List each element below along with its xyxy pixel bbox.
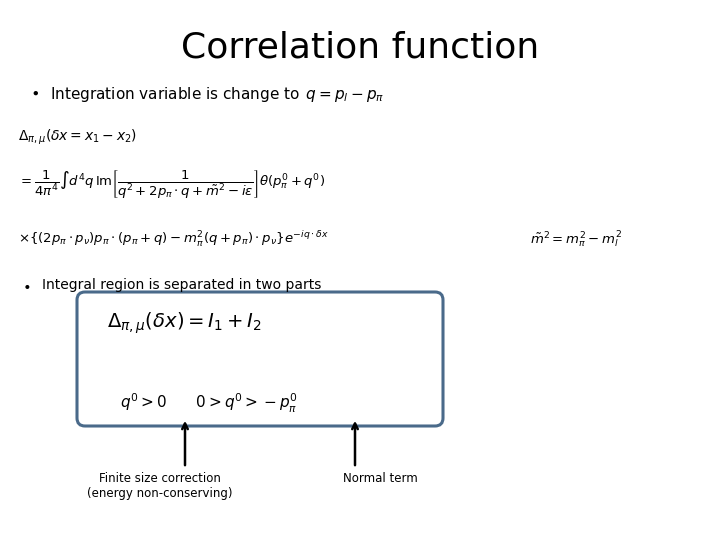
Text: Finite size correction
(energy non-conserving): Finite size correction (energy non-conse… <box>87 472 233 500</box>
Text: $\Delta_{\pi,\mu}(\delta x) = I_1 + I_2$: $\Delta_{\pi,\mu}(\delta x) = I_1 + I_2$ <box>107 310 261 335</box>
Text: $= \dfrac{1}{4\pi^4} \int d^4q \, \mathrm{Im} \left[ \dfrac{1}{q^2 + 2p_{\pi} \c: $= \dfrac{1}{4\pi^4} \int d^4q \, \mathr… <box>18 168 325 200</box>
Text: $\bullet$: $\bullet$ <box>22 278 30 292</box>
Text: $\Delta_{\pi,\mu}(\delta x = x_1 - x_2)$: $\Delta_{\pi,\mu}(\delta x = x_1 - x_2)$ <box>18 128 137 147</box>
Text: Integration variable is change to $\,q = p_l - p_{\pi}$: Integration variable is change to $\,q =… <box>50 85 384 104</box>
Text: Integral region is separated in two parts: Integral region is separated in two part… <box>42 278 321 292</box>
Text: $\tilde{m}^2 = m_{\pi}^2 - m_l^2$: $\tilde{m}^2 = m_{\pi}^2 - m_l^2$ <box>530 230 622 251</box>
Text: $\bullet$: $\bullet$ <box>30 85 39 100</box>
Text: $q^0 > 0 \quad\quad 0 > q^0 > -p_{\pi}^0$: $q^0 > 0 \quad\quad 0 > q^0 > -p_{\pi}^0… <box>120 392 298 415</box>
FancyBboxPatch shape <box>77 292 443 426</box>
Text: $\times \{(2p_{\pi} \cdot p_{\nu})p_{\pi} \cdot (p_{\pi} + q) - m_{\pi}^2(q + p_: $\times \{(2p_{\pi} \cdot p_{\nu})p_{\pi… <box>18 230 329 249</box>
Text: Normal term: Normal term <box>343 472 418 485</box>
Text: Correlation function: Correlation function <box>181 30 539 64</box>
